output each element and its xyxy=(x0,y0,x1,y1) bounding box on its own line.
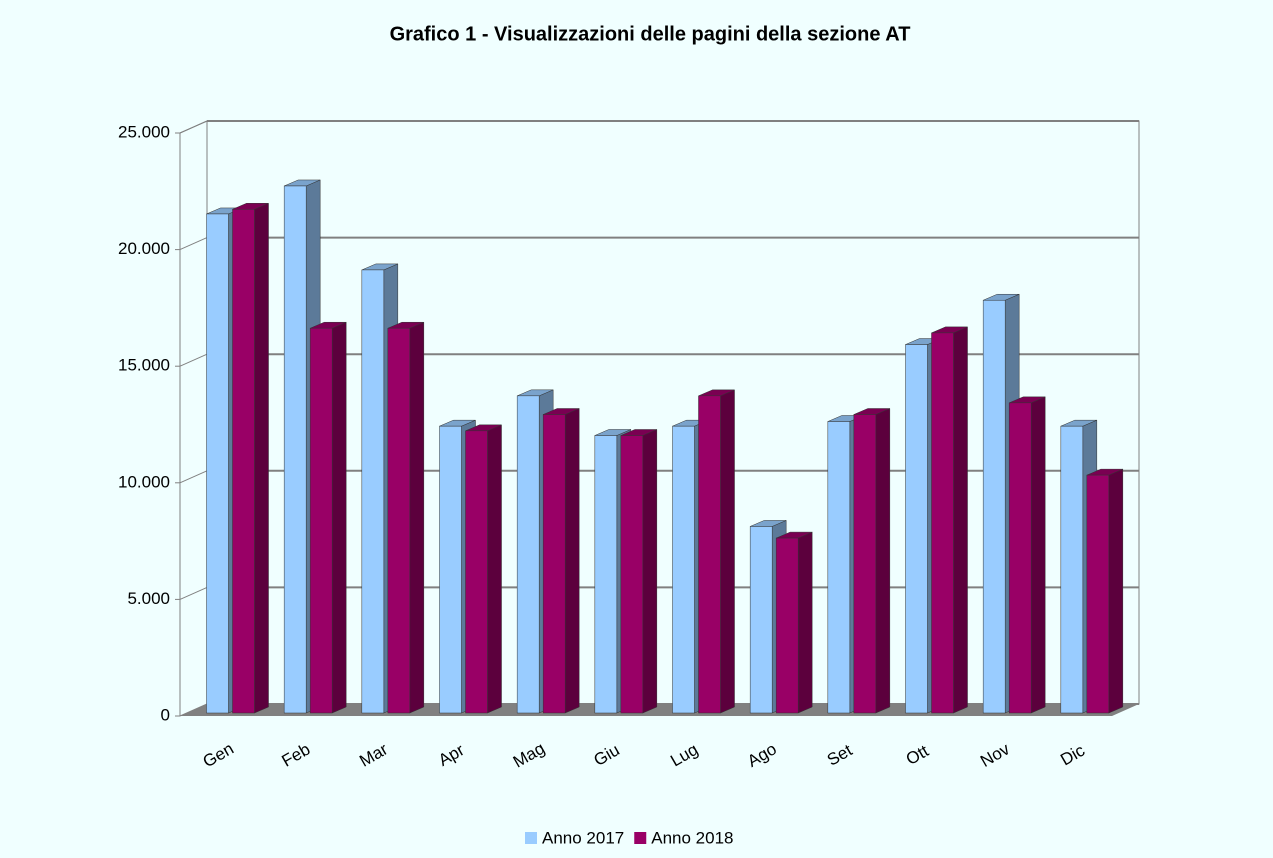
y-tick-label: 15.000 xyxy=(118,356,170,375)
y-tick-label: 10.000 xyxy=(118,472,170,491)
bar xyxy=(672,425,695,714)
bar-side xyxy=(642,429,658,714)
bar xyxy=(1060,425,1084,714)
bar xyxy=(698,395,721,714)
bar xyxy=(775,537,799,714)
bar xyxy=(206,213,229,714)
bar-side xyxy=(1108,468,1124,714)
bar xyxy=(283,185,307,714)
legend-label: Anno 2018 xyxy=(651,828,733,847)
bar-side xyxy=(409,321,425,714)
y-tick-label: 25.000 xyxy=(118,122,170,141)
tick-diagonal xyxy=(179,237,208,251)
x-tick-label: Giu xyxy=(590,740,622,770)
x-tick-label: Dic xyxy=(1057,741,1088,770)
bar xyxy=(1086,474,1110,714)
bar xyxy=(465,430,488,714)
legend-label: Anno 2017 xyxy=(542,828,624,847)
legend-swatch xyxy=(525,832,537,844)
tick-diagonal xyxy=(179,586,208,600)
x-tick-label: Feb xyxy=(279,740,314,771)
bar xyxy=(982,299,1006,714)
x-tick-label: Mar xyxy=(356,739,391,770)
bar-side xyxy=(875,408,891,714)
bar xyxy=(387,327,411,714)
bar xyxy=(542,414,566,714)
x-tick-label: Nov xyxy=(977,739,1013,771)
bar-side xyxy=(254,202,269,714)
bar-side xyxy=(797,531,813,714)
legend-swatch xyxy=(634,832,647,844)
bar xyxy=(516,395,540,714)
bar xyxy=(594,435,618,714)
bar-side xyxy=(953,326,968,714)
x-tick-label: Ago xyxy=(744,739,780,771)
bar xyxy=(439,425,462,714)
tick-diagonal xyxy=(179,353,208,367)
bar xyxy=(749,526,773,714)
x-tick-label: Set xyxy=(824,740,856,769)
bar xyxy=(853,414,877,714)
x-tick-label: Gen xyxy=(200,739,237,772)
x-tick-label: Ott xyxy=(903,741,932,769)
bar-side xyxy=(564,408,580,714)
x-tick-label: Apr xyxy=(435,740,468,770)
bar xyxy=(232,209,255,714)
bar xyxy=(827,421,851,714)
bar xyxy=(1008,402,1032,714)
bar-side xyxy=(720,389,735,714)
y-tick-label: 5.000 xyxy=(127,589,170,608)
bar xyxy=(620,435,644,714)
bar-side xyxy=(487,424,502,714)
bar xyxy=(309,327,333,714)
bar-side xyxy=(331,321,347,714)
tick-diagonal xyxy=(179,703,208,717)
x-tick-label: Mag xyxy=(510,739,548,772)
y-tick-label: 20.000 xyxy=(118,239,170,258)
x-tick-label: Lug xyxy=(667,740,701,771)
bar-side xyxy=(1030,396,1046,714)
tick-diagonal xyxy=(179,120,208,134)
y-tick-label: 0 xyxy=(161,705,170,724)
bar xyxy=(361,269,385,714)
chart-title: Grafico 1 - Visualizzazioni delle pagini… xyxy=(390,23,911,45)
bar xyxy=(905,344,928,714)
bar xyxy=(931,332,954,714)
tick-diagonal xyxy=(179,470,208,484)
